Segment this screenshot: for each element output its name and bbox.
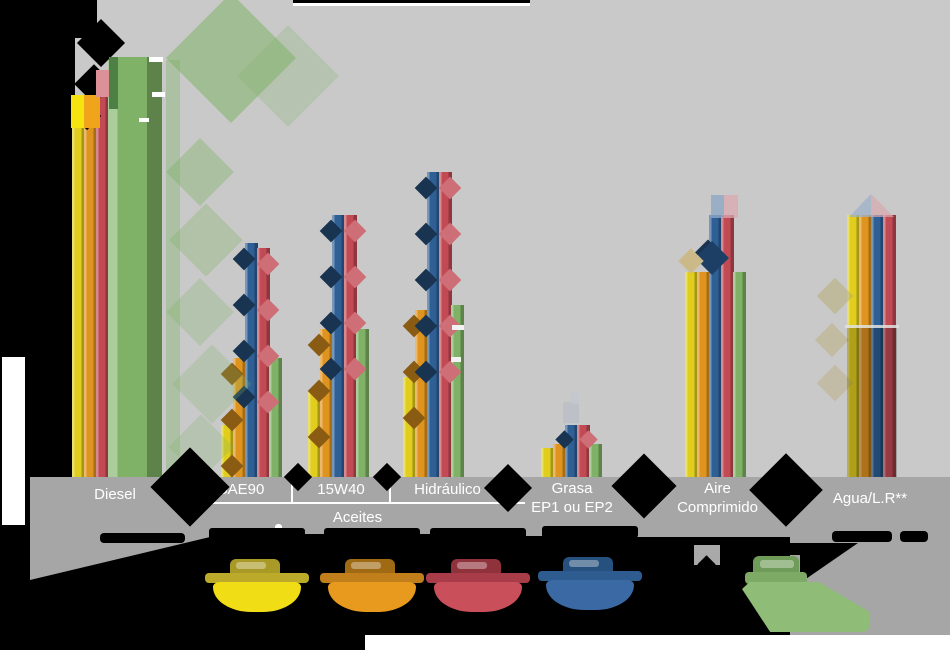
bar-orange-hidr-ulico [415,310,428,477]
legend-green-cap-highlight [760,560,794,568]
aceites-group-label: Aceites [190,506,525,532]
category-label: Agua/L.R** [832,490,908,507]
legend-label-silhouette-yellow [209,528,305,540]
decor-shape [84,95,100,128]
legend-red-brim [426,573,530,583]
category-cell-sae90: SAE90 [190,477,292,505]
decor-shape [711,195,724,218]
bar-orange-agua-l-r- [859,215,872,477]
bar-yellow-aire-comprimido [685,272,698,477]
decor-shape [520,536,602,545]
bar-red-agua-l-r- [883,215,896,477]
bar-green-sae90 [269,358,282,477]
bar-blue-aire-comprimido [709,215,722,477]
bar-green-15w40 [356,329,369,477]
decor-shape [96,70,111,97]
decor-shape [560,548,680,558]
bar-yellow-diesel [72,95,85,477]
decor-shape [847,328,897,477]
bar-blue-agua-l-r- [871,215,884,477]
bar-red-diesel [96,72,109,477]
bar-green-diesel [108,57,162,477]
category-cell-diesel: Diesel [30,477,200,545]
legend-yellow-brim [205,573,309,583]
category-label: Diesel [94,486,136,503]
decor-shape [100,533,185,543]
aceites-separator-2 [389,478,391,502]
category-label: Aire [704,480,731,497]
bar-red-aire-comprimido [721,215,734,477]
legend-blue-dome [546,580,634,610]
aceites-label-text: Aceites [332,509,383,526]
decor-shape [293,3,530,6]
aceites-separator-1 [291,478,293,502]
legend-yellow-dome [213,582,301,612]
category-label: EP1 ou EP2 [531,499,613,516]
decor-shape [724,195,738,218]
decor-shape [71,95,87,128]
decor-shape [149,57,163,62]
decor-shape [152,92,165,97]
category-cell-15w40: 15W40 [292,477,390,505]
decor-shape [452,325,464,330]
bar-yellow-hidr-ulico [403,377,416,477]
legend-yellow-cap-highlight [236,562,266,569]
category-label: Grasa [551,480,593,497]
category-label: SAE90 [217,481,265,498]
aceites-underline [190,502,525,504]
category-cell-grasa: Grasa EP1 ou EP2 [512,477,632,524]
decor-shape [300,544,346,553]
bar-orange-diesel [84,95,97,477]
decor-shape [900,531,928,542]
legend-red-dome [434,582,522,612]
legend-orange-dome [328,582,416,612]
legend-red-cap-highlight [457,562,487,569]
decor-shape [109,57,118,109]
legend-green-brim [745,572,807,584]
y-axis-title-box [2,357,25,525]
legend-orange-cap-highlight [351,562,381,569]
decor-shape [563,402,579,423]
category-label: Hidráulico [414,481,481,498]
legend-label-silhouette-blue [542,526,638,538]
category-label: 15W40 [317,481,365,498]
bottom-white-strip [365,635,950,650]
bar-orange-aire-comprimido [697,272,710,477]
bar-green-hidr-ulico [451,305,464,477]
legend-orange-brim [320,573,424,583]
bar-green-aire-comprimido [733,272,746,477]
decor-shape [451,357,461,362]
category-cell-agua: Agua/L.R** [790,477,950,529]
category-label: Comprimido [677,499,758,516]
legend-blue-cap-highlight [569,560,599,567]
category-cell-hidraulico: Hidráulico [390,477,505,505]
decor-shape [571,393,579,404]
decor-shape [166,60,180,477]
decor-shape [139,118,149,122]
legend-label-silhouette-orange [324,528,420,540]
decor-shape [293,0,530,3]
legend-label-silhouette-green [720,543,830,555]
bar-yellow-agua-l-r- [847,215,860,477]
decor-shape [832,531,892,542]
bar-yellow-grasa-ep1-ou-ep2 [541,448,554,477]
decor-shape [845,325,899,328]
bar-green-grasa-ep1-ou-ep2 [589,444,602,477]
legend-label-silhouette-red [430,528,526,540]
category-cell-aire: Aire Comprimido [655,477,780,524]
bar-orange-grasa-ep1-ou-ep2 [553,444,566,477]
legend-blue-brim [538,571,642,581]
